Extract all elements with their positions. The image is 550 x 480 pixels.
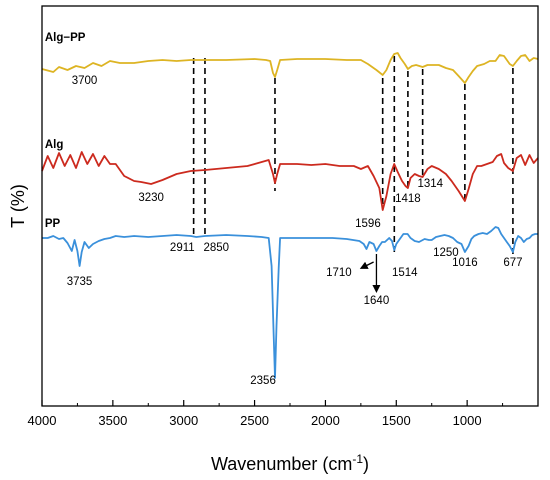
plot-frame	[41, 5, 539, 407]
peak-label-2356: 2356	[250, 375, 276, 387]
peak-label-677: 677	[503, 257, 522, 269]
x-tick-label-2500: 2500	[240, 413, 269, 428]
series-line-pp	[42, 226, 538, 379]
x-tick-label-2000: 2000	[311, 413, 340, 428]
peak-label-1314: 1314	[418, 178, 444, 190]
x-tick-label-4000: 4000	[28, 413, 57, 428]
x-axis-title: Wavenumber (cm-1)	[211, 452, 369, 474]
series-label-algpp: Alg−PP	[45, 32, 86, 44]
peak-label-1250: 1250	[433, 247, 459, 259]
peak-label-1640: 1640	[364, 295, 390, 307]
peak-label-3230: 3230	[138, 192, 164, 204]
x-tick-label-1000: 1000	[453, 413, 482, 428]
series-label-alg: Alg	[45, 139, 64, 151]
series-line-alg	[41, 151, 539, 211]
series-label-pp: PP	[45, 218, 61, 230]
peak-label-2850: 2850	[204, 242, 230, 254]
peak-label-3700: 3700	[72, 75, 98, 87]
peak-label-2911: 2911	[170, 242, 195, 254]
peak-label-1596: 1596	[355, 218, 381, 230]
peak-label-3735: 3735	[67, 276, 93, 288]
x-tick-label-1500: 1500	[382, 413, 411, 428]
annotation-arrow-1	[359, 261, 374, 269]
x-tick-label-3500: 3500	[98, 413, 127, 428]
peak-label-1514: 1514	[392, 267, 418, 279]
y-axis-title: T (%)	[8, 184, 28, 228]
peak-label-1016: 1016	[452, 257, 478, 269]
peak-label-1710: 1710	[326, 267, 352, 279]
peak-label-1418: 1418	[395, 193, 421, 205]
series-line-algpp	[41, 52, 539, 84]
x-tick-label-3000: 3000	[169, 413, 198, 428]
